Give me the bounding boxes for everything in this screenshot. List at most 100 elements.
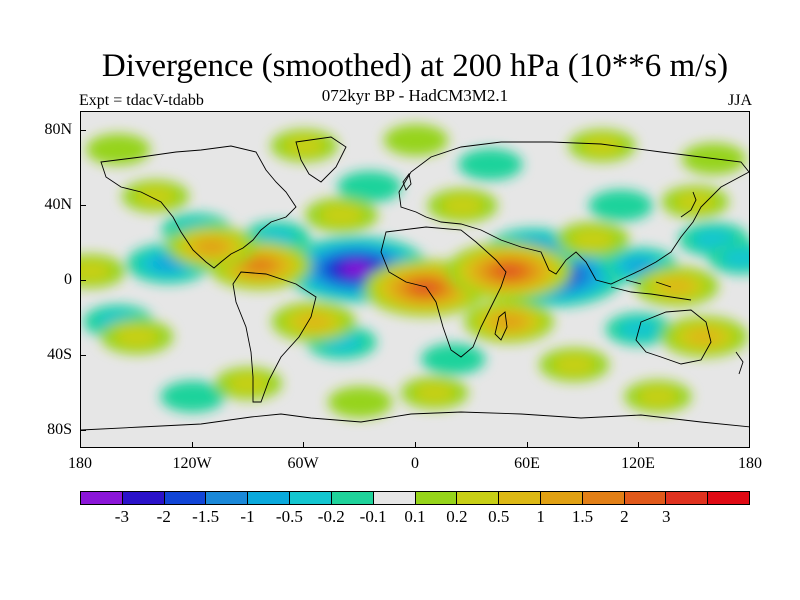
colorbar-swatch xyxy=(540,492,583,504)
colorbar-swatch xyxy=(248,492,291,504)
x-axis-label-120w: 120W xyxy=(172,455,212,472)
colorbar-label: 1 xyxy=(536,507,545,526)
coastline-australia xyxy=(635,309,712,365)
x-tick xyxy=(192,442,193,448)
x-axis-label-180w: 180 xyxy=(68,455,92,472)
y-axis-label-80n: 80N xyxy=(44,121,72,138)
colorbar xyxy=(80,491,750,505)
divergence-contour xyxy=(623,257,656,274)
divergence-contour xyxy=(411,281,440,295)
colorbar-label: -3 xyxy=(114,507,129,526)
x-tick xyxy=(80,442,81,448)
divergence-contour xyxy=(337,171,402,203)
y-tick xyxy=(80,205,86,206)
x-axis-label-60e: 60E xyxy=(514,455,540,472)
colorbar-label: 3 xyxy=(662,507,671,526)
colorbar-label: 0.1 xyxy=(404,507,426,526)
colorbar-swatch xyxy=(81,492,123,504)
colorbar-swatch xyxy=(708,492,749,504)
colorbar-label: -0.1 xyxy=(359,507,387,526)
divergence-contour xyxy=(414,382,455,403)
x-tick xyxy=(303,442,304,448)
chart-title: Divergence (smoothed) at 200 hPa (10**6 … xyxy=(101,48,729,84)
divergence-contour xyxy=(685,327,724,346)
x-axis-label-0: 0 xyxy=(411,455,419,472)
map-panel xyxy=(80,111,750,448)
colorbar-swatch xyxy=(457,492,500,504)
x-axis-label-180e: 180 xyxy=(738,455,762,472)
y-tick xyxy=(80,130,86,131)
divergence-contour xyxy=(721,248,749,268)
y-tick xyxy=(80,355,86,356)
divergence-contour xyxy=(295,313,332,331)
colorbar-swatch xyxy=(666,492,709,504)
coastline-north-america xyxy=(100,145,297,269)
divergence-contour xyxy=(81,260,112,282)
divergence-contour xyxy=(581,135,623,156)
divergence-contour xyxy=(553,354,596,375)
divergence-contour xyxy=(319,204,364,226)
colorbar-label: 2 xyxy=(620,507,629,526)
y-axis-label-0: 0 xyxy=(64,271,72,288)
coastline-greenland xyxy=(295,136,347,183)
y-axis-label-40n: 40N xyxy=(44,196,72,213)
x-axis-label-60w: 60W xyxy=(287,455,319,472)
divergence-contour xyxy=(494,314,524,329)
y-tick xyxy=(80,430,86,431)
divergence-contour xyxy=(228,373,269,394)
coastline-south-america xyxy=(232,271,317,403)
divergence-contour xyxy=(441,195,484,216)
coastline-madagascar xyxy=(494,311,508,341)
x-axis-label-120e: 120E xyxy=(621,455,655,472)
colorbar-label: -0.5 xyxy=(275,507,303,526)
chart-subtitle: 072kyr BP - HadCM3M2.1 xyxy=(321,86,509,105)
coastline-japan xyxy=(680,191,697,218)
coastline-antarctica xyxy=(81,411,749,431)
x-tick xyxy=(415,442,416,448)
divergence-contour xyxy=(245,258,274,273)
colorbar-swatch xyxy=(164,492,207,504)
colorbar-swatch xyxy=(122,492,165,504)
colorbar-label: -1 xyxy=(240,507,255,526)
colorbar-swatch xyxy=(499,492,541,504)
colorbar-swatch xyxy=(582,492,625,504)
x-tick xyxy=(527,442,528,448)
season-label: JJA xyxy=(727,92,752,109)
colorbar-swatch xyxy=(415,492,458,504)
colorbar-label: 0.2 xyxy=(446,507,468,526)
y-tick xyxy=(80,280,86,281)
colorbar-label: -2 xyxy=(156,507,171,526)
divergence-contour xyxy=(160,380,225,413)
divergence-contour xyxy=(327,386,393,418)
divergence-contour xyxy=(135,186,176,207)
coastline-africa xyxy=(380,226,507,358)
colorbar-swatch xyxy=(624,492,667,504)
divergence-contour xyxy=(421,343,486,375)
colorbar-label: -1.5 xyxy=(192,507,220,526)
experiment-label: Expt = tdacV-tdabb xyxy=(79,92,204,109)
divergence-contour xyxy=(637,386,679,407)
divergence-contour xyxy=(458,148,523,181)
colorbar-label: 0.5 xyxy=(488,507,510,526)
colorbar-swatch xyxy=(206,492,249,504)
divergence-contour xyxy=(114,326,159,348)
coastline-eurasia xyxy=(398,141,749,285)
colorbar-label: 1.5 xyxy=(571,507,594,526)
colorbar-swatch xyxy=(331,492,374,504)
colorbar-swatch xyxy=(373,492,416,504)
coastline-british-isles xyxy=(402,172,412,191)
divergence-contour xyxy=(196,239,227,254)
divergence-contour xyxy=(658,277,695,295)
divergence-contour xyxy=(494,264,524,278)
coastline-new-zealand xyxy=(735,351,744,375)
divergence-contour xyxy=(86,133,151,166)
divergence-contour xyxy=(383,124,449,156)
colorbar-label: -0.2 xyxy=(317,507,345,526)
coastline-indonesia xyxy=(610,279,692,301)
divergence-contour xyxy=(570,228,615,250)
divergence-map xyxy=(81,124,749,431)
divergence-contour xyxy=(284,135,325,156)
colorbar-swatch xyxy=(290,492,332,504)
divergence-contour xyxy=(341,262,372,276)
y-axis-label-40s: 40S xyxy=(47,346,72,363)
